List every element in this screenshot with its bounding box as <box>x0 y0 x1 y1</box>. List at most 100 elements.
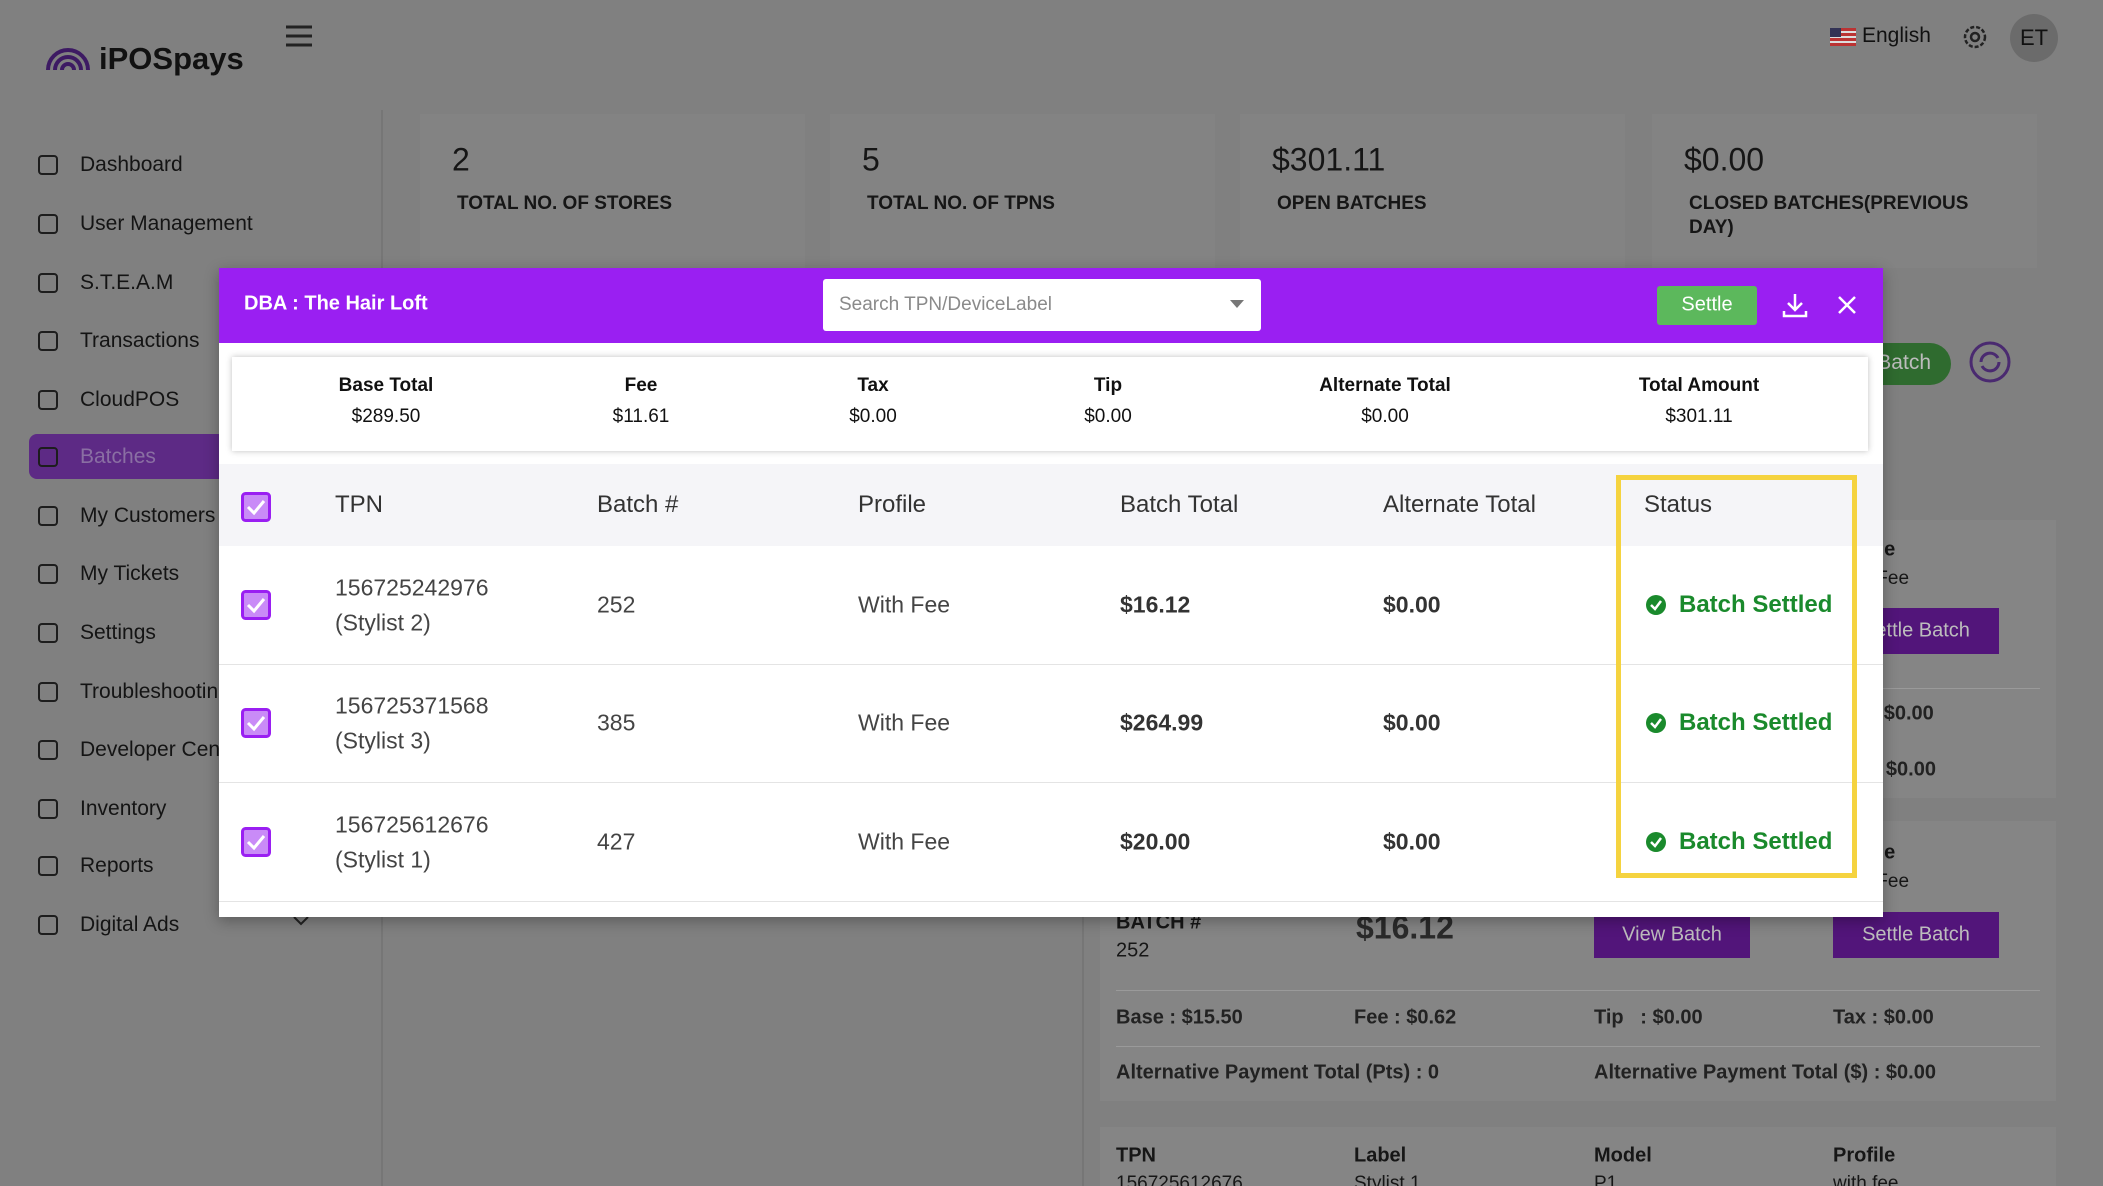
sidebar-item[interactable]: Reports <box>80 854 154 877</box>
tpn: 156725242976 <box>335 574 489 601</box>
stat-label: CLOSED BATCHES(PREVIOUS DAY) <box>1689 193 1969 238</box>
stat-card <box>830 114 1215 268</box>
avatar[interactable] <box>2010 14 2058 62</box>
column-header: Label <box>1354 1144 1407 1167</box>
summary-value: $11.61 <box>612 406 670 427</box>
breakdown: Fee : $0.62 <box>1354 1006 1457 1029</box>
label: BATCH # <box>1116 911 1202 934</box>
card-divider <box>1116 1046 2040 1047</box>
settle-batch-button[interactable] <box>1833 912 1999 958</box>
sidebar-item[interactable]: Transactions <box>80 329 200 352</box>
stat-value: $0.00 <box>1684 141 1765 178</box>
close-button[interactable] <box>1836 294 1858 316</box>
sidebar-icon <box>38 682 58 702</box>
search-select[interactable] <box>823 279 1261 331</box>
status: Batch Settled <box>1679 709 1833 736</box>
column-header[interactable]: TPN <box>335 491 383 518</box>
cell: Stylist 1 <box>1354 1173 1421 1186</box>
column-header[interactable]: Batch # <box>597 491 679 518</box>
summary-label: Total Amount <box>1638 375 1760 396</box>
sidebar-item[interactable]: My Tickets <box>80 562 180 585</box>
batch-number: 385 <box>597 709 636 736</box>
sidebar-item[interactable]: CloudPOS <box>80 388 180 411</box>
flag-icon <box>1830 28 1856 46</box>
sidebar-item[interactable]: Inventory <box>80 797 167 820</box>
column-header[interactable]: Profile <box>858 491 927 518</box>
summary-label: Tip <box>1093 375 1123 396</box>
status: Batch Settled <box>1679 828 1833 855</box>
batch-number: 252 <box>597 591 636 618</box>
cell: P1 <box>1594 1173 1618 1186</box>
sidebar-item[interactable]: Batches <box>80 445 156 468</box>
summary-label: Tax <box>857 375 889 396</box>
breakdown: Tax : $0.00 <box>1833 1006 1934 1029</box>
row-divider <box>219 782 1883 783</box>
profile: With Fee <box>858 591 951 618</box>
sidebar-icon <box>38 390 58 410</box>
sidebar-item[interactable]: My Customers <box>80 504 216 527</box>
checkbox[interactable] <box>241 590 271 620</box>
tpn: 156725612676 <box>335 811 489 838</box>
button-label: Settle <box>1681 293 1733 316</box>
sidebar-icon <box>38 799 58 819</box>
sidebar-icon <box>38 740 58 760</box>
stat-card <box>420 114 805 268</box>
stat-value: 5 <box>862 141 880 178</box>
cell: with fee <box>1833 1173 1899 1186</box>
column-header[interactable]: Status <box>1644 491 1713 518</box>
cell: 156725612676 <box>1116 1173 1243 1186</box>
sidebar-icon <box>38 447 58 467</box>
search-placeholder: Search TPN/DeviceLabel <box>839 294 1052 315</box>
view-batch-button[interactable] <box>1594 912 1750 958</box>
sidebar-item[interactable]: Settings <box>80 621 156 644</box>
summary-box <box>232 357 1868 451</box>
stat-label: TOTAL NO. OF STORES <box>457 193 673 214</box>
sidebar-item[interactable]: Troubleshooting <box>80 680 230 703</box>
alternate-total: $0.00 <box>1383 828 1441 855</box>
sidebar-item[interactable]: Dashboard <box>80 153 183 176</box>
device-label: (Stylist 3) <box>335 727 431 754</box>
stat-label: OPEN BATCHES <box>1277 193 1427 214</box>
language-selector[interactable]: English <box>1862 24 1931 47</box>
alternate-total: $0.00 <box>1383 591 1441 618</box>
button-label: View Batch <box>1622 923 1722 946</box>
stat-label: TOTAL NO. OF TPNS <box>867 193 1055 214</box>
sidebar-item[interactable]: User Management <box>80 212 253 235</box>
refresh-button[interactable] <box>1968 340 2012 384</box>
settle-button[interactable] <box>1657 286 1757 325</box>
menu-button[interactable] <box>284 24 314 48</box>
checkbox[interactable] <box>241 827 271 857</box>
alt-total: Alternative Payment Total (Pts) : 0 <box>1116 1061 1440 1084</box>
value: 252 <box>1116 939 1150 962</box>
sidebar-item[interactable]: S.T.E.A.M <box>80 271 174 294</box>
sidebar-item[interactable]: Digital Ads <box>80 913 180 936</box>
summary-label: Base Total <box>338 375 434 396</box>
row-divider <box>219 901 1883 902</box>
sidebar-item[interactable]: Developer Center <box>80 738 245 761</box>
stat-card <box>1240 114 1625 268</box>
batch-total: $16.12 <box>1120 591 1191 618</box>
settings-button[interactable] <box>1960 22 1990 52</box>
checkbox[interactable] <box>241 708 271 738</box>
profile: With Fee <box>858 828 951 855</box>
summary-value: $301.11 <box>1665 406 1733 427</box>
button-label: Settle Batch <box>1862 923 1970 946</box>
dropdown-arrow[interactable] <box>1230 300 1244 308</box>
profile: With Fee <box>858 709 951 736</box>
logo-icon <box>46 48 90 71</box>
status-icon <box>1646 713 1666 733</box>
sidebar-icon <box>38 331 58 351</box>
content-divider <box>1082 900 1084 1186</box>
download-button[interactable] <box>1781 291 1809 319</box>
column-header[interactable]: Batch Total <box>1120 491 1239 518</box>
checkbox[interactable] <box>241 492 271 522</box>
batch-total: $20.00 <box>1120 828 1191 855</box>
avatar-initials: ET <box>2019 25 2049 50</box>
sidebar-icon <box>38 214 58 234</box>
status-highlight <box>1616 475 1857 878</box>
expand-icon[interactable] <box>292 915 310 927</box>
alt-total: Alternative Payment Total ($) : $0.00 <box>1594 1061 1936 1084</box>
breakdown: Tip : $0.00 <box>1594 1006 1703 1029</box>
device-label: (Stylist 1) <box>335 846 431 873</box>
column-header[interactable]: Alternate Total <box>1383 491 1536 518</box>
